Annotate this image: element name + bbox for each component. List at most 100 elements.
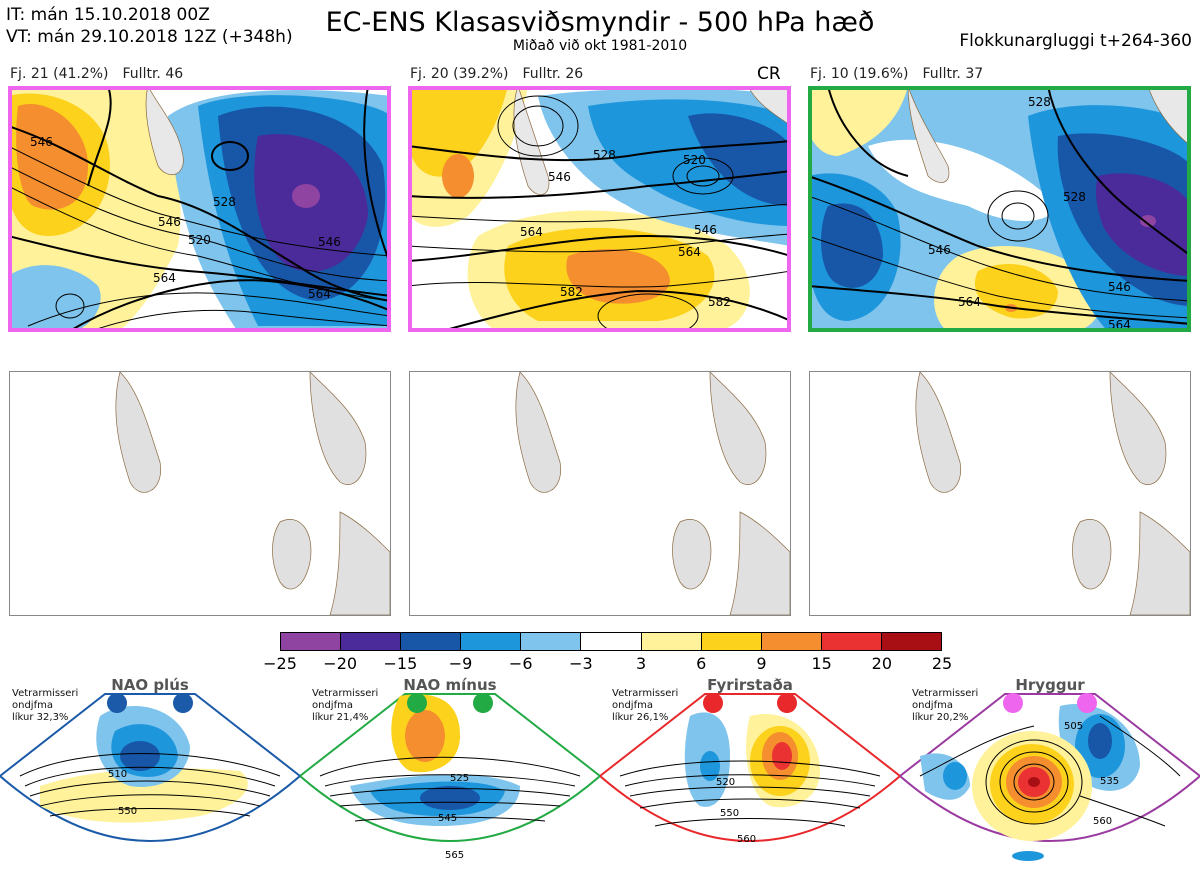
contour-label: 520 bbox=[188, 233, 211, 247]
height-contour-major bbox=[408, 140, 791, 162]
base-map-3 bbox=[809, 371, 1191, 616]
colorbar-tick-label: −15 bbox=[383, 654, 418, 673]
colorbar-tick-label: 9 bbox=[756, 654, 767, 673]
contour-label: 564 bbox=[678, 245, 701, 259]
height-contour bbox=[408, 233, 791, 253]
colorbar-tick-label: 6 bbox=[696, 654, 707, 673]
contour-label: 546 bbox=[1108, 280, 1131, 294]
height-contour-major bbox=[808, 285, 1191, 325]
regime-title: NAO plús bbox=[111, 676, 189, 694]
land-greenland bbox=[513, 86, 550, 196]
contour-label: 546 bbox=[318, 235, 341, 249]
height-contour-major bbox=[437, 289, 791, 332]
height-contour bbox=[512, 105, 564, 147]
height-contour-major bbox=[67, 279, 391, 332]
height-contour bbox=[408, 270, 791, 288]
land-scandinavia bbox=[1109, 372, 1167, 485]
contour-label: 564 bbox=[153, 271, 176, 285]
contour-label: 546 bbox=[548, 170, 571, 184]
contour-label: 564 bbox=[520, 225, 543, 239]
regime-nao-plus: 510 550 NAO plús Vetrarmisseri ondjfma l… bbox=[0, 676, 300, 871]
cluster-2-control-marker: CR bbox=[757, 64, 781, 84]
regime-info: Vetrarmisseri ondjfma líkur 32,3% bbox=[12, 688, 79, 723]
cluster-1-frame bbox=[8, 86, 391, 332]
height-contour-major bbox=[1047, 86, 1191, 257]
regime-contour-label: 535 bbox=[1100, 776, 1119, 787]
regime-contour-label: 525 bbox=[450, 773, 469, 784]
high-contour bbox=[597, 293, 699, 332]
regime-contour-label: 545 bbox=[438, 813, 457, 824]
cluster-2-count: Fj. 20 (39.2%) bbox=[410, 66, 509, 82]
colorbar-swatch bbox=[521, 633, 582, 650]
regime-marker bbox=[407, 693, 427, 713]
height-contour bbox=[87, 309, 391, 332]
contour-label: 546 bbox=[928, 243, 951, 257]
colorbar-swatch bbox=[281, 633, 342, 650]
regime-contour-label: 550 bbox=[118, 806, 137, 817]
regime-marker bbox=[173, 693, 193, 713]
colorbar-swatch bbox=[761, 633, 822, 650]
colorbar-swatch bbox=[581, 633, 642, 650]
cluster-3-label: Fj. 10 (19.6%) Fulltr. 37 bbox=[810, 66, 997, 82]
height-contour bbox=[808, 195, 1191, 302]
height-contour-major bbox=[363, 86, 391, 267]
regime-contour-label: 560 bbox=[737, 834, 756, 845]
anomaly-positive-strong bbox=[566, 249, 670, 304]
regime-ridge: 505 535 560 Hryggur Vetrarmisseri ondjfm… bbox=[900, 676, 1200, 871]
colorbar-swatch bbox=[701, 633, 762, 650]
anomaly-negative bbox=[8, 265, 101, 332]
height-contour bbox=[672, 157, 734, 195]
colorbar-tick-label: 25 bbox=[931, 654, 953, 673]
cluster-1-map: 520 528 546 546 564 564 546 bbox=[8, 86, 391, 332]
regime-title: NAO mínus bbox=[403, 676, 497, 694]
regime-marker bbox=[1003, 693, 1023, 713]
regime-marker bbox=[473, 693, 493, 713]
regime-title: Hryggur bbox=[1015, 676, 1085, 694]
height-contour-major bbox=[8, 125, 391, 302]
colorbar-swatch bbox=[641, 633, 702, 650]
height-contour bbox=[408, 203, 791, 223]
colorbar-tick-label: 20 bbox=[871, 654, 892, 673]
contour-label: 582 bbox=[708, 295, 731, 309]
height-contour-major bbox=[808, 175, 1191, 282]
colorbar-swatch bbox=[881, 633, 942, 650]
base-map-2 bbox=[409, 371, 791, 616]
contour-label: 546 bbox=[694, 223, 717, 237]
regime-contour-label: 550 bbox=[720, 808, 739, 819]
land-europe bbox=[729, 511, 790, 615]
height-contour-major bbox=[87, 86, 112, 187]
low-center bbox=[55, 293, 85, 319]
regime-contour-label: 520 bbox=[716, 777, 735, 788]
cluster-2-label: Fj. 20 (39.2%) Fulltr. 26 bbox=[410, 66, 597, 82]
land-british-isles bbox=[272, 519, 312, 590]
cluster-2-map: 520 528 546 564 564 582 582 546 bbox=[408, 86, 791, 332]
land-greenland bbox=[515, 372, 561, 493]
contour-label: 528 bbox=[1063, 190, 1086, 204]
regime-info: Vetrarmisseri ondjfma líkur 20,2% bbox=[912, 688, 979, 723]
regime-marker bbox=[107, 693, 127, 713]
anomaly-minimum bbox=[1140, 215, 1156, 227]
colorbar-swatch bbox=[461, 633, 522, 650]
run-info: IT: mán 15.10.2018 00Z VT: mán 29.10.201… bbox=[6, 4, 293, 48]
regime-marker bbox=[703, 693, 723, 713]
anomaly-positive bbox=[408, 86, 508, 177]
regime-title: Fyrirstaða bbox=[707, 676, 793, 694]
cluster-3-map: 528 546 546 564 564 528 bbox=[808, 86, 1191, 332]
cluster-1-label: Fj. 21 (41.2%) Fulltr. 46 bbox=[10, 66, 197, 82]
regime-contour-label: 505 bbox=[1064, 721, 1083, 732]
land-greenland bbox=[915, 372, 961, 493]
contour-label: 528 bbox=[593, 148, 616, 162]
land-british-isles bbox=[672, 519, 712, 590]
anomaly-positive-strong bbox=[442, 154, 474, 198]
colorbar-tick-label: −6 bbox=[508, 654, 533, 673]
regime-contour-label: 565 bbox=[445, 850, 464, 861]
height-contour-major bbox=[8, 235, 391, 297]
land-greenland bbox=[145, 86, 184, 176]
land-scandinavia bbox=[709, 372, 767, 485]
contour-label: 564 bbox=[308, 287, 331, 301]
contour-label: 528 bbox=[1028, 95, 1051, 109]
contour-label: 520 bbox=[683, 153, 706, 167]
cluster-3-frame bbox=[808, 86, 1191, 332]
contour-label: 546 bbox=[30, 135, 53, 149]
page-title: EC-ENS Klasasviðsmyndir - 500 hPa hæð bbox=[325, 7, 875, 38]
